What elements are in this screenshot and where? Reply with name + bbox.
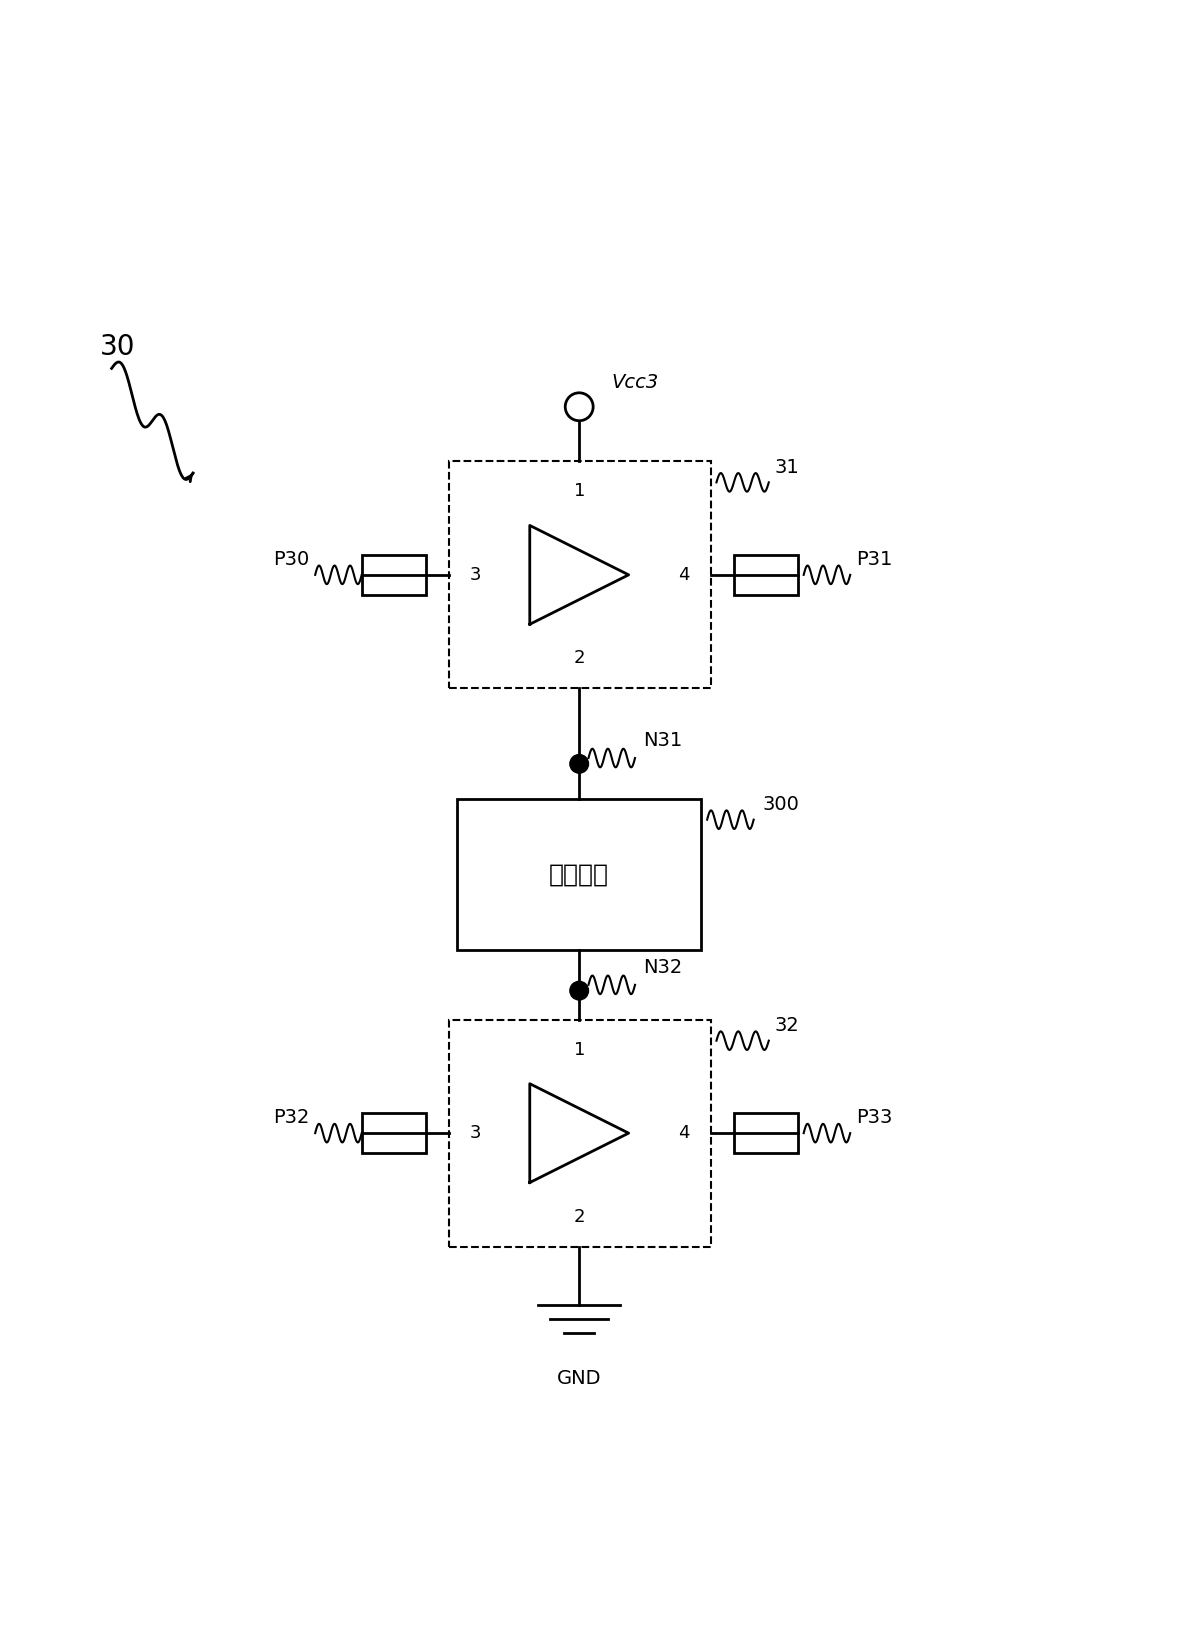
Text: 1: 1 (573, 1041, 585, 1059)
Text: N31: N31 (643, 732, 683, 750)
Text: 2: 2 (573, 649, 585, 667)
Text: 30: 30 (100, 334, 135, 362)
Text: Vcc3: Vcc3 (612, 373, 659, 391)
Text: 4: 4 (678, 1124, 690, 1143)
Text: 31: 31 (774, 457, 799, 477)
Text: 2: 2 (573, 1208, 585, 1225)
Text: GND: GND (557, 1369, 601, 1388)
Bar (734, 556, 798, 595)
Bar (457, 799, 701, 950)
Text: 3: 3 (470, 1124, 481, 1143)
Text: P32: P32 (273, 1108, 310, 1128)
Text: 稳压电路: 稳压电路 (550, 863, 610, 886)
Text: 32: 32 (774, 1016, 799, 1034)
Text: 1: 1 (573, 482, 585, 500)
Circle shape (570, 981, 588, 1000)
Text: N32: N32 (643, 958, 683, 977)
Bar (361, 1113, 426, 1152)
Text: 4: 4 (678, 566, 690, 584)
Bar (448, 1019, 711, 1246)
Text: 3: 3 (470, 566, 481, 584)
Text: P33: P33 (856, 1108, 892, 1128)
Text: 300: 300 (763, 794, 800, 814)
Bar (361, 556, 426, 595)
Bar (448, 462, 711, 689)
Text: P31: P31 (856, 551, 892, 569)
Text: P30: P30 (273, 551, 310, 569)
Circle shape (570, 755, 588, 773)
Bar (734, 1113, 798, 1152)
